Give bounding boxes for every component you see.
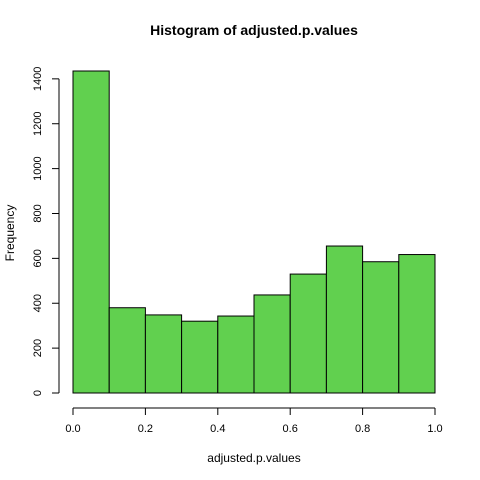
y-tick-label: 200: [32, 339, 44, 357]
x-tick-label: 0.4: [210, 423, 225, 435]
histogram-bar-0: [72, 70, 110, 394]
y-axis: 0 200 400 600 800 1000 1200 1400: [32, 67, 60, 396]
histogram-bar-4: [217, 315, 255, 394]
histogram-bar-8: [362, 261, 400, 394]
histogram-bar-6: [289, 273, 327, 394]
x-tick-label: 0.8: [355, 423, 370, 435]
x-axis: 0.0 0.2 0.4 0.6 0.8 1.0: [65, 407, 443, 435]
bars-group: [72, 70, 436, 394]
histogram-bar-9: [398, 254, 436, 394]
x-axis-label: adjusted.p.values: [207, 451, 300, 465]
y-tick-label: 600: [32, 249, 44, 267]
x-tick-label: 1.0: [427, 423, 442, 435]
x-tick-label: 0.6: [283, 423, 298, 435]
x-tick-label: 0.2: [138, 423, 153, 435]
histogram-bar-7: [325, 245, 364, 394]
y-tick-label: 400: [32, 294, 44, 312]
y-tick-label: 1000: [32, 156, 44, 180]
y-tick-label: 1400: [32, 67, 44, 91]
y-axis-label: Frequency: [3, 205, 17, 262]
histogram-bar-3: [181, 320, 219, 394]
histogram-bar-2: [144, 314, 183, 394]
histogram-bar-1: [108, 307, 146, 394]
x-tick-label: 0.0: [65, 423, 80, 435]
y-tick-label: 1200: [32, 111, 44, 135]
y-tick-label: 0: [32, 390, 44, 396]
y-tick-label: 800: [32, 204, 44, 222]
histogram-bar-5: [253, 294, 291, 394]
chart-title: Histogram of adjusted.p.values: [150, 22, 358, 38]
